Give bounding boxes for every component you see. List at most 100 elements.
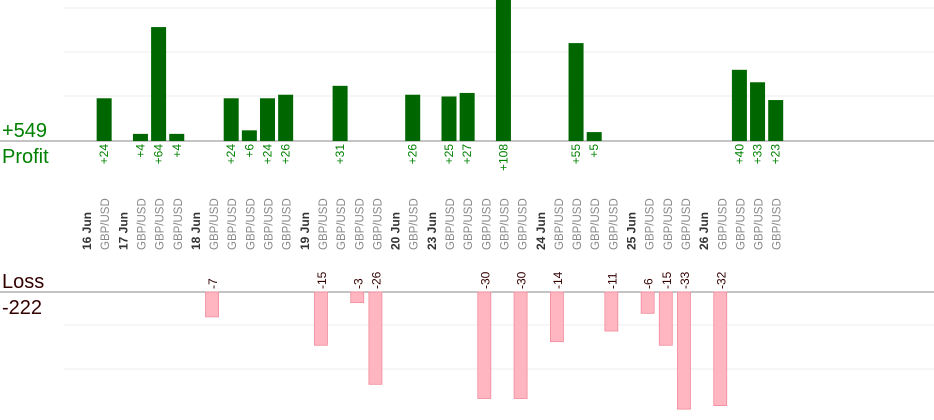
- pair-label: GBP/USD: [572, 198, 584, 250]
- pair-label: GBP/USD: [173, 198, 185, 250]
- pair-label: GBP/USD: [463, 198, 475, 250]
- pair-label: GBP/USD: [245, 198, 257, 250]
- pair-label: GBP/USD: [264, 198, 276, 250]
- date-label: 18 Jun: [189, 212, 203, 250]
- pair-label: GBP/USD: [209, 198, 221, 250]
- loss-value-label: -30: [515, 271, 529, 289]
- date-label: 20 Jun: [389, 212, 403, 250]
- loss-bar: [658, 291, 673, 346]
- pair-label: GBP/USD: [481, 198, 493, 250]
- pair-label: GBP/USD: [608, 198, 620, 250]
- pair-label: GBP/USD: [554, 198, 566, 250]
- loss-value-label: -15: [315, 271, 329, 289]
- profit-bar: [169, 133, 185, 141]
- profit-value-label: +55: [569, 144, 583, 165]
- loss-value-label: -11: [605, 272, 619, 289]
- value-labels-group: +24 +4 +64 +4 -7 +24 +6 +24 +26 -15 +31 -3 -26 +26 +25…: [97, 144, 783, 289]
- profit-label: Profit: [2, 146, 49, 168]
- date-label: 24 Jun: [534, 212, 548, 250]
- loss-bar: [713, 291, 728, 406]
- pair-label: GBP/USD: [663, 198, 675, 250]
- profit-value-label: +26: [406, 144, 420, 165]
- loss-value-label: -7: [206, 278, 220, 289]
- pair-label: GBP/USD: [136, 198, 148, 250]
- profit-value-label: +24: [224, 144, 238, 165]
- profit-value-label: +108: [496, 144, 510, 171]
- profit-value-label: +33: [751, 144, 765, 165]
- profit-bar: [223, 98, 239, 141]
- date-label: 26 Jun: [697, 212, 711, 250]
- pair-label: GBP/USD: [735, 198, 747, 250]
- loss-value-label: -15: [660, 271, 674, 289]
- profit-value-label: +31: [333, 144, 347, 165]
- profit-total: +549: [2, 120, 47, 142]
- loss-value-label: -6: [642, 278, 656, 289]
- profit-value-label: +27: [460, 144, 474, 165]
- pair-label: GBP/USD: [499, 198, 511, 250]
- loss-value-label: -32: [714, 271, 728, 289]
- loss-value-label: -33: [678, 271, 692, 289]
- loss-bar: [477, 291, 492, 399]
- pair-label: GBP/USD: [409, 198, 421, 250]
- pair-label: GBP/USD: [155, 198, 167, 250]
- profit-bar: [132, 133, 148, 141]
- pair-label: GBP/USD: [282, 198, 294, 250]
- pair-label: GBP/USD: [590, 198, 602, 250]
- date-label: 16 Jun: [80, 212, 94, 250]
- loss-bar: [604, 291, 619, 332]
- profit-bar: [332, 85, 348, 141]
- pair-label: GBP/USD: [445, 198, 457, 250]
- profit-value-label: +24: [261, 144, 275, 165]
- date-label: 23 Jun: [425, 212, 439, 250]
- profit-bar: [568, 43, 584, 141]
- profit-bar: [459, 92, 475, 141]
- profit-value-label: +64: [152, 144, 166, 165]
- pair-label: GBP/USD: [772, 198, 784, 250]
- pair-label: GBP/USD: [100, 198, 112, 250]
- pair-label: GBP/USD: [227, 198, 239, 250]
- loss-bar: [677, 291, 691, 410]
- pair-label: GBP/USD: [354, 198, 366, 250]
- date-label: 17 Jun: [116, 212, 130, 250]
- loss-bar: [205, 291, 219, 318]
- loss-value-label: -3: [351, 278, 365, 289]
- profit-value-label: +4: [170, 144, 184, 158]
- profit-bar: [241, 130, 257, 141]
- loss-bar: [513, 291, 528, 399]
- profit-bar: [750, 82, 766, 141]
- profit-value-label: +40: [732, 144, 746, 165]
- loss-value-label: -26: [369, 271, 383, 289]
- loss-bar: [368, 291, 383, 385]
- profit-bar: [731, 69, 747, 141]
- loss-bar: [314, 291, 328, 346]
- profit-bar: [405, 94, 421, 141]
- profit-bar: [441, 96, 457, 141]
- loss-bar: [550, 291, 564, 343]
- profit-value-label: +6: [242, 144, 256, 158]
- date-label: 25 Jun: [625, 212, 639, 250]
- profit-value-label: +25: [442, 144, 456, 165]
- profit-bar: [260, 98, 275, 141]
- pair-label: GBP/USD: [318, 198, 330, 250]
- profit-bar: [96, 98, 112, 141]
- profit-bar: [495, 0, 511, 142]
- loss-value-label: -14: [551, 271, 565, 289]
- profit-value-label: +5: [587, 144, 601, 158]
- pair-label: GBP/USD: [372, 198, 384, 250]
- profit-bar: [151, 27, 167, 141]
- bars-group: [96, 0, 784, 410]
- pair-label: GBP/USD: [518, 198, 530, 250]
- profit-bar: [586, 132, 602, 141]
- pair-label: GBP/USD: [754, 198, 766, 250]
- pair-label: GBP/USD: [717, 198, 729, 250]
- loss-label: Loss: [2, 271, 44, 293]
- category-labels-group: 16 Jun GBP/USD 17 Jun GBP/USD GBP/USD GBP/USD…: [80, 198, 784, 250]
- profit-bar: [278, 94, 294, 141]
- loss-total: -222: [2, 297, 42, 319]
- side-labels-group: +549 Profit Loss -222: [2, 120, 49, 319]
- profit-bar: [768, 100, 784, 141]
- loss-value-label: -30: [478, 271, 492, 289]
- profit-value-label: +4: [133, 144, 147, 158]
- pair-label: GBP/USD: [681, 198, 693, 250]
